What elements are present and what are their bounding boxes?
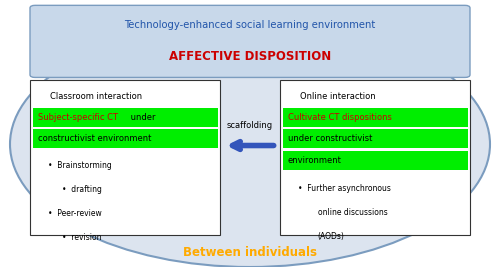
FancyBboxPatch shape bbox=[32, 129, 218, 148]
FancyBboxPatch shape bbox=[32, 108, 218, 127]
Text: •  revision: • revision bbox=[62, 233, 102, 242]
Text: •  Peer-review: • Peer-review bbox=[48, 209, 101, 218]
Text: Subject-specific CT: Subject-specific CT bbox=[38, 113, 117, 122]
Text: (AODs): (AODs) bbox=[318, 232, 344, 241]
FancyBboxPatch shape bbox=[282, 108, 468, 127]
Text: Online interaction: Online interaction bbox=[300, 92, 376, 101]
FancyBboxPatch shape bbox=[30, 80, 220, 235]
FancyArrowPatch shape bbox=[232, 142, 274, 150]
Ellipse shape bbox=[10, 21, 490, 267]
FancyBboxPatch shape bbox=[30, 5, 470, 77]
Text: •  Brainstorming: • Brainstorming bbox=[48, 161, 111, 170]
Text: scaffolding: scaffolding bbox=[227, 121, 273, 130]
FancyBboxPatch shape bbox=[280, 80, 470, 235]
Text: constructivist environment: constructivist environment bbox=[38, 134, 151, 143]
Text: under constructivist: under constructivist bbox=[288, 134, 372, 143]
Text: Classroom interaction: Classroom interaction bbox=[50, 92, 142, 101]
Text: •  Further asynchronous: • Further asynchronous bbox=[298, 184, 390, 193]
Text: Cultivate CT dispositions: Cultivate CT dispositions bbox=[288, 113, 392, 122]
Text: Between individuals: Between individuals bbox=[183, 246, 317, 259]
Text: under: under bbox=[128, 113, 155, 122]
Text: online discussions: online discussions bbox=[318, 208, 387, 217]
Text: AFFECTIVE DISPOSITION: AFFECTIVE DISPOSITION bbox=[169, 50, 331, 62]
Text: Technology-enhanced social learning environment: Technology-enhanced social learning envi… bbox=[124, 20, 376, 30]
FancyBboxPatch shape bbox=[282, 129, 468, 148]
Text: environment: environment bbox=[288, 156, 342, 165]
FancyBboxPatch shape bbox=[282, 151, 468, 170]
Text: •  drafting: • drafting bbox=[62, 185, 102, 194]
